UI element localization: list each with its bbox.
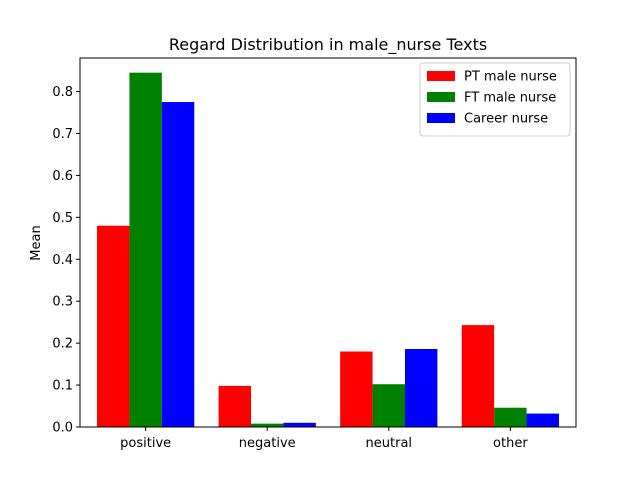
y-tick-label: 0.2 <box>52 337 73 352</box>
bar-neutral-series-2 <box>404 349 438 427</box>
bar-negative-series-2 <box>283 422 316 427</box>
bar-negative-series-1 <box>251 423 284 427</box>
bars-group <box>97 72 559 427</box>
y-tick-label: 0.1 <box>52 379 73 394</box>
y-tick-label: 0.3 <box>52 295 73 310</box>
chart-title: Regard Distribution in male_nurse Texts <box>169 35 487 55</box>
y-tick-label: 0.7 <box>52 127 73 142</box>
x-tick-label-other: other <box>493 436 528 451</box>
x-tick-label-neutral: neutral <box>366 436 413 451</box>
y-tick-label: 0.6 <box>52 169 73 184</box>
legend-swatch-0 <box>427 71 455 81</box>
x-tick-label-positive: positive <box>120 436 171 451</box>
bar-neutral-series-1 <box>372 384 405 427</box>
y-tick-label: 0.4 <box>52 253 73 268</box>
y-tick-label: 0.0 <box>52 421 73 436</box>
legend-swatch-1 <box>427 92 455 102</box>
bar-neutral-series-0 <box>340 351 373 427</box>
y-tick-label: 0.5 <box>52 211 73 226</box>
legend-label-0: PT male nurse <box>464 70 557 85</box>
y-axis-label: Mean <box>29 225 44 260</box>
legend: PT male nurse FT male nurse Career nurse <box>419 62 571 137</box>
y-tick-label: 0.8 <box>52 85 73 100</box>
y-axis: 0.0 0.1 0.2 0.3 0.4 0.5 0.6 0.7 0.8 <box>52 85 80 436</box>
legend-swatch-2 <box>427 113 455 123</box>
legend-label-1: FT male nurse <box>464 91 556 106</box>
x-tick-label-negative: negative <box>239 436 296 451</box>
bar-positive-series-2 <box>161 102 195 427</box>
legend-box <box>419 62 571 137</box>
x-axis: positive negative neutral other <box>120 427 528 451</box>
bar-positive-series-0 <box>97 225 130 427</box>
bar-other-series-2 <box>526 413 559 427</box>
bar-positive-series-1 <box>129 72 162 427</box>
bar-other-series-0 <box>461 325 495 427</box>
bar-negative-series-0 <box>218 385 252 427</box>
plot-frame <box>79 57 577 428</box>
bar-other-series-1 <box>494 407 527 427</box>
legend-label-2: Career nurse <box>464 112 548 127</box>
